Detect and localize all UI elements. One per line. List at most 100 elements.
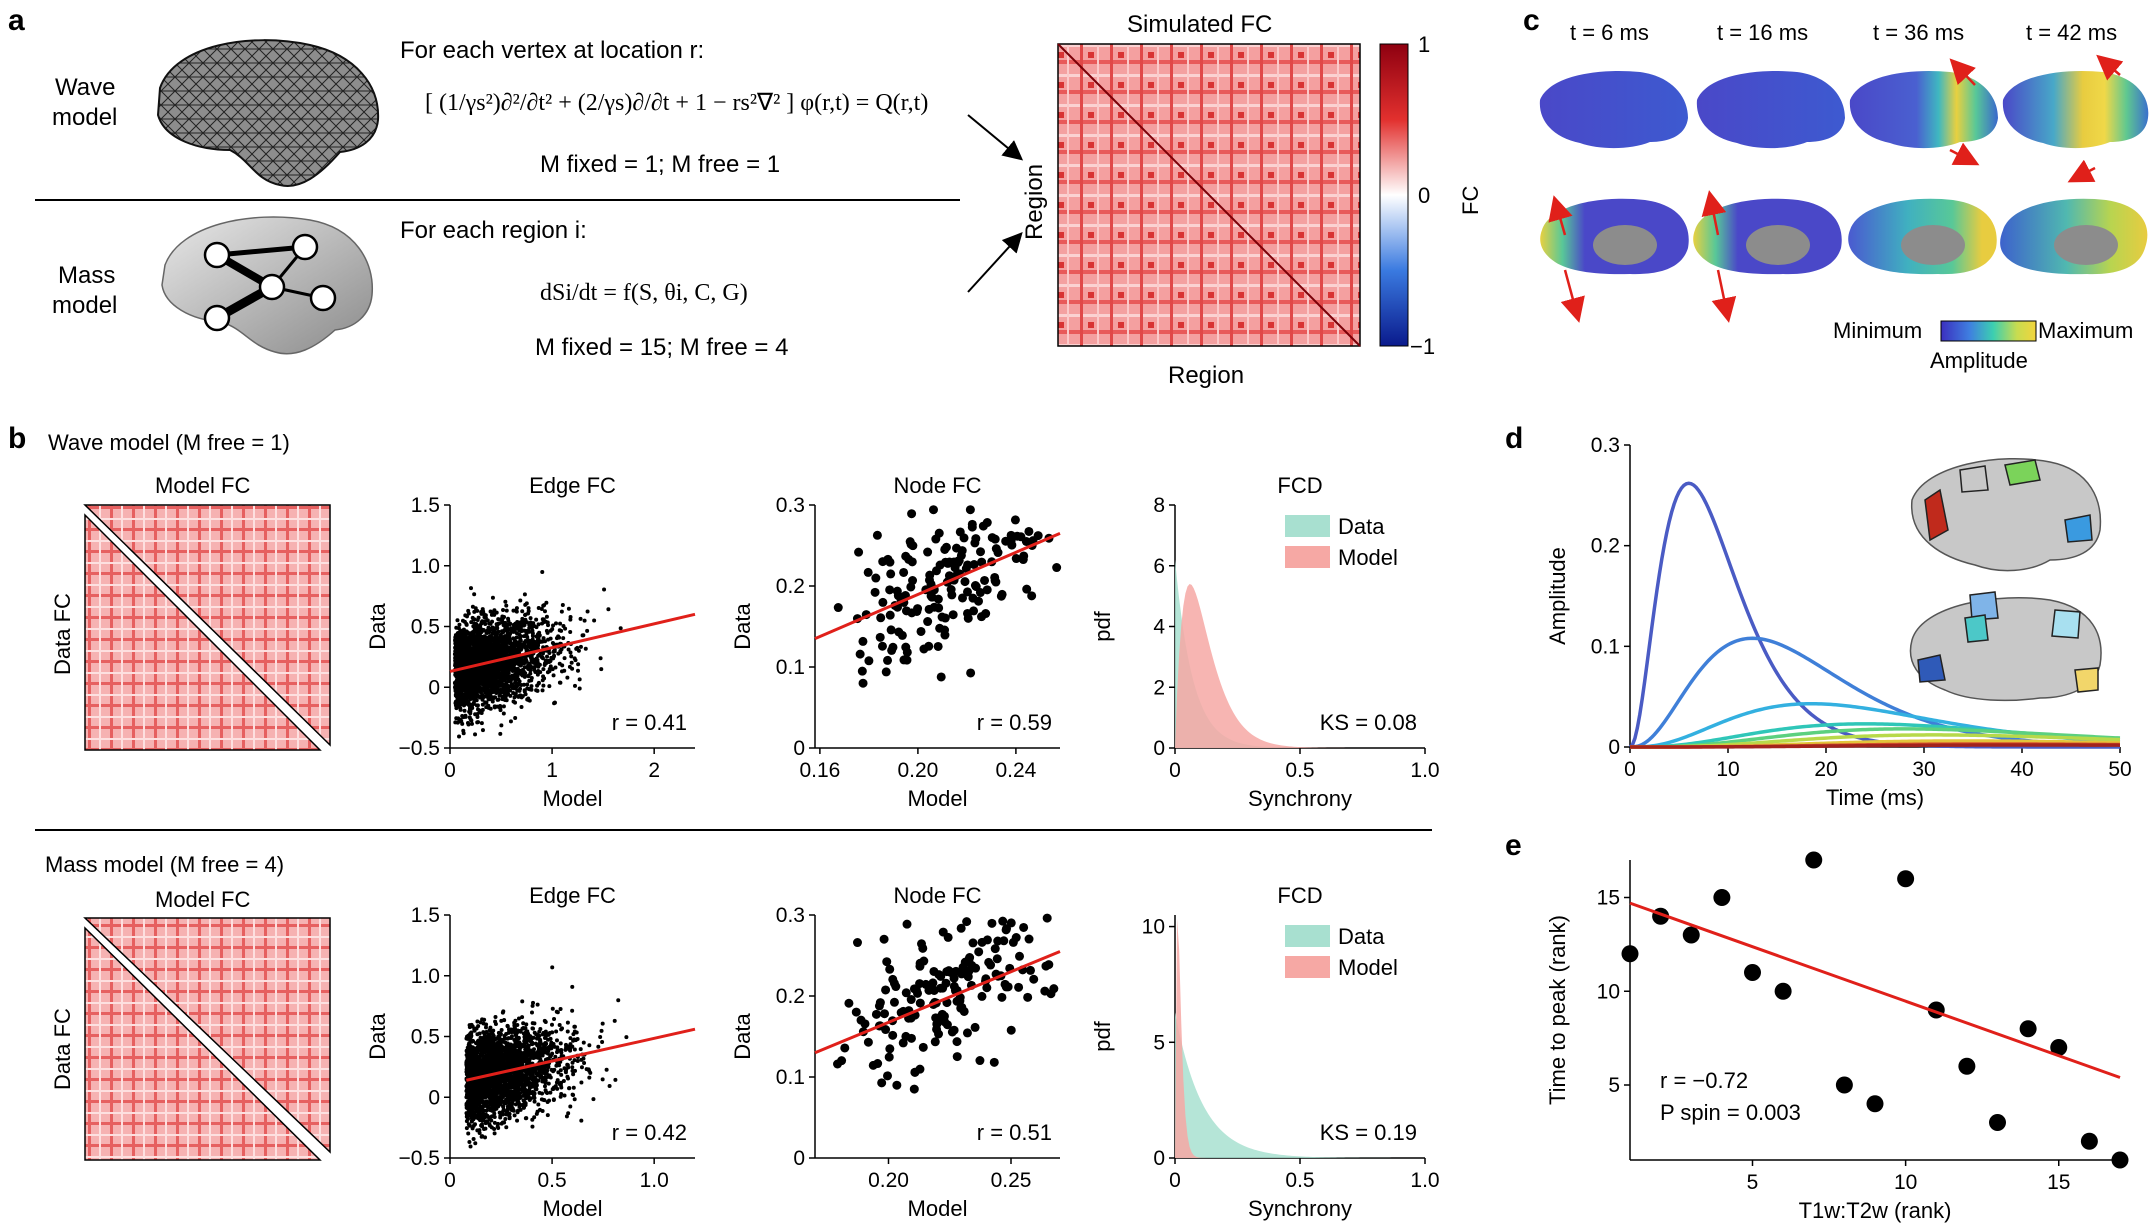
- data-point: [539, 1097, 544, 1102]
- data-point: [526, 611, 531, 616]
- data-point: [504, 608, 509, 613]
- x-axis-label: Synchrony: [1248, 786, 1352, 811]
- data-point: [488, 1025, 493, 1030]
- data-point: [969, 560, 979, 570]
- data-point: [545, 670, 550, 675]
- chart-title: Edge FC: [529, 473, 616, 498]
- data-point: [468, 1144, 473, 1149]
- data-point: [561, 636, 566, 641]
- data-point: [523, 1102, 528, 1107]
- data-point: [460, 670, 465, 675]
- data-point: [872, 530, 882, 540]
- data-point: [557, 1023, 562, 1028]
- data-point: [980, 575, 990, 585]
- data-point: [479, 1122, 484, 1127]
- data-point: [498, 1113, 503, 1118]
- data-point: [462, 708, 467, 713]
- data-point: [554, 1063, 559, 1068]
- parcellation-lateral: [1911, 457, 2102, 572]
- data-point: [495, 697, 500, 702]
- data-point: [547, 651, 552, 656]
- data-point: [492, 704, 497, 709]
- data-point: [542, 676, 547, 681]
- data-point: [480, 652, 485, 657]
- data-point: [476, 615, 481, 620]
- data-point: [472, 609, 477, 614]
- data-point: [515, 657, 520, 662]
- data-point: [933, 641, 943, 651]
- data-point: [512, 667, 517, 672]
- parcellation-brains: [1909, 457, 2102, 702]
- data-point: [464, 630, 469, 635]
- data-point: [575, 1037, 580, 1042]
- data-point: [506, 645, 511, 650]
- data-point: [562, 656, 567, 661]
- data-point: [529, 1054, 534, 1059]
- data-point: [523, 612, 528, 617]
- data-point: [511, 608, 516, 613]
- data-point: [473, 1122, 478, 1127]
- data-point: [544, 600, 549, 605]
- data-point: [1011, 554, 1021, 564]
- data-point: [565, 1020, 570, 1025]
- panel-label-b: b: [8, 422, 26, 455]
- y-tick-label: 0.2: [776, 575, 805, 598]
- y-axis-label: Data: [365, 603, 390, 650]
- wave-data-fc-label: Data FC: [50, 593, 75, 675]
- data-point: [973, 596, 983, 606]
- data-point: [533, 669, 538, 674]
- data-point: [464, 638, 469, 643]
- data-point: [459, 628, 464, 633]
- data-point: [477, 708, 482, 713]
- data-point: [960, 577, 970, 587]
- data-point: [975, 588, 985, 598]
- data-point: [512, 695, 517, 700]
- data-point: [464, 701, 469, 706]
- data-point: [474, 636, 479, 641]
- data-point: [543, 1029, 548, 1034]
- data-point: [483, 1135, 488, 1140]
- data-point: [461, 731, 466, 736]
- data-point: [522, 674, 527, 679]
- data-point: [490, 630, 495, 635]
- data-point: [540, 688, 545, 693]
- data-point: [591, 1097, 596, 1102]
- data-point: [457, 693, 462, 698]
- data-point: [480, 702, 485, 707]
- data-point: [568, 1048, 573, 1053]
- data-point: [480, 681, 485, 686]
- data-point: [886, 569, 896, 579]
- data-point: [541, 667, 546, 672]
- data-point: [496, 654, 501, 659]
- data-point: [538, 1040, 543, 1045]
- data-point: [501, 704, 506, 709]
- chart-title: Node FC: [893, 473, 981, 498]
- data-point: [472, 692, 477, 697]
- data-point: [525, 682, 530, 687]
- data-point: [531, 1000, 536, 1005]
- data-point: [863, 567, 873, 577]
- data-point: [539, 607, 544, 612]
- data-point: [492, 650, 497, 655]
- data-point: [977, 612, 987, 622]
- data-point: [464, 656, 469, 661]
- data-point: [466, 669, 471, 674]
- data-point: [545, 654, 550, 659]
- data-point: [571, 1085, 576, 1090]
- data-point: [553, 621, 558, 626]
- data-point: [885, 557, 895, 567]
- data-point: [530, 630, 535, 635]
- data-point: [466, 649, 471, 654]
- fcd-area-model: [1175, 584, 1425, 748]
- data-point: [558, 680, 563, 685]
- data-point: [491, 1028, 496, 1033]
- data-point: [463, 714, 468, 719]
- data-point: [503, 698, 508, 703]
- data-point: [907, 557, 917, 567]
- data-point: [522, 592, 527, 597]
- data-point: [545, 1064, 550, 1069]
- data-point: [572, 683, 577, 688]
- amplitude-colorbar-label: Amplitude: [1930, 348, 2028, 373]
- data-point: [870, 587, 880, 597]
- fc-x-label: Region: [1168, 362, 1244, 389]
